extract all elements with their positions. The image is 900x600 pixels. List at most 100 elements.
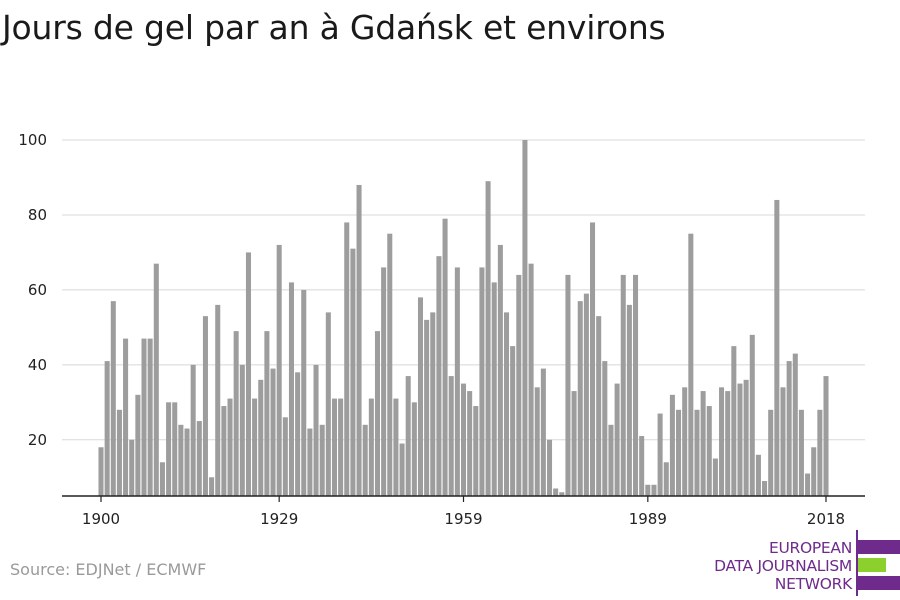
bar-1963	[486, 181, 491, 496]
bar-1961	[473, 406, 478, 496]
bar-2010	[774, 200, 779, 496]
bar-1926	[258, 380, 263, 496]
bar-1970	[529, 264, 534, 496]
bar-1910	[160, 462, 165, 496]
bar-1917	[203, 316, 208, 496]
bar-1983	[608, 425, 613, 496]
bar-1946	[381, 267, 386, 496]
bar-1964	[492, 282, 497, 496]
bar-1992	[664, 462, 669, 496]
bar-1996	[688, 234, 693, 496]
bar-1922	[234, 331, 239, 496]
bar-2007	[756, 455, 761, 496]
bar-1960	[467, 391, 472, 496]
bar-1902	[111, 301, 116, 496]
bar-1947	[387, 234, 392, 496]
bar-2016	[811, 447, 816, 496]
bar-1986	[627, 305, 632, 496]
bar-1944	[369, 399, 374, 496]
bar-1918	[209, 477, 214, 496]
bar-1974	[553, 489, 558, 496]
bar-1957	[449, 376, 454, 496]
bar-1906	[135, 395, 140, 496]
logo-text-line-3: NETWORK	[775, 574, 852, 594]
bar-1933	[301, 290, 306, 496]
y-axis-ticks: 20406080100	[18, 131, 47, 449]
bar-1998	[701, 391, 706, 496]
bar-1989	[645, 485, 650, 496]
bar-2014	[799, 410, 804, 496]
bar-1945	[375, 331, 380, 496]
y-tick-label-40: 40	[28, 356, 47, 374]
bar-1993	[670, 395, 675, 496]
logo-bar-purple-bottom	[858, 576, 900, 590]
bar-1997	[694, 410, 699, 496]
bar-1940	[344, 222, 349, 496]
bar-2008	[762, 481, 767, 496]
bars	[98, 140, 828, 496]
bar-1927	[264, 331, 269, 496]
logo-bar-green	[858, 558, 886, 572]
bar-1969	[522, 140, 527, 496]
bar-1934	[307, 429, 312, 496]
x-tick-label-2018: 2018	[807, 510, 845, 528]
x-axis-ticks: 1900 1929 1959 1989 2018	[82, 496, 845, 528]
bar-1936	[320, 425, 325, 496]
bar-1914	[185, 429, 190, 496]
bar-2018	[823, 376, 828, 496]
bar-1954	[430, 312, 435, 496]
bar-1951	[412, 402, 417, 496]
bar-2001	[719, 387, 724, 496]
bar-1924	[246, 252, 251, 496]
bar-1941	[350, 249, 355, 496]
bar-1921	[228, 399, 233, 496]
bar-2002	[725, 391, 730, 496]
bar-1985	[621, 275, 626, 496]
bar-1968	[516, 275, 521, 496]
bar-1990	[651, 485, 656, 496]
bar-1900	[98, 447, 103, 496]
logo-text-line-1: EUROPEAN	[769, 538, 852, 558]
bar-1995	[682, 387, 687, 496]
bar-1977	[572, 391, 577, 496]
y-tick-label-80: 80	[28, 206, 47, 224]
bar-1994	[676, 410, 681, 496]
bar-1971	[535, 387, 540, 496]
bar-1911	[166, 402, 171, 496]
bar-1978	[578, 301, 583, 496]
logo-text-line-2: DATA JOURNALISM	[714, 556, 852, 576]
bar-1912	[172, 402, 177, 496]
bar-1979	[584, 294, 589, 496]
bar-1984	[615, 384, 620, 496]
source-note: Source: EDJNet / ECMWF	[10, 560, 206, 579]
bar-2004	[737, 384, 742, 496]
bar-1953	[424, 320, 429, 496]
bar-1965	[498, 245, 503, 496]
bar-2000	[713, 459, 718, 496]
bar-1903	[117, 410, 122, 496]
bar-1904	[123, 339, 128, 496]
bar-2005	[744, 380, 749, 496]
bar-1916	[197, 421, 202, 496]
bar-1920	[221, 406, 226, 496]
bar-1908	[148, 339, 153, 496]
bar-1929	[277, 245, 282, 496]
bar-1956	[443, 219, 448, 496]
bar-1915	[191, 365, 196, 496]
bar-1976	[565, 275, 570, 496]
bar-1942	[357, 185, 362, 496]
x-tick-label-1959: 1959	[444, 510, 482, 528]
edjnet-logo: EUROPEAN DATA JOURNALISM NETWORK	[700, 530, 900, 596]
bar-1938	[332, 399, 337, 496]
bar-1958	[455, 267, 460, 496]
bar-1901	[105, 361, 110, 496]
bar-1930	[283, 417, 288, 496]
bar-1913	[178, 425, 183, 496]
bar-1937	[326, 312, 331, 496]
bar-1955	[436, 256, 441, 496]
y-tick-label-20: 20	[28, 431, 47, 449]
bar-2003	[731, 346, 736, 496]
bar-1928	[271, 369, 276, 496]
bar-1981	[596, 316, 601, 496]
bar-1923	[240, 365, 245, 496]
